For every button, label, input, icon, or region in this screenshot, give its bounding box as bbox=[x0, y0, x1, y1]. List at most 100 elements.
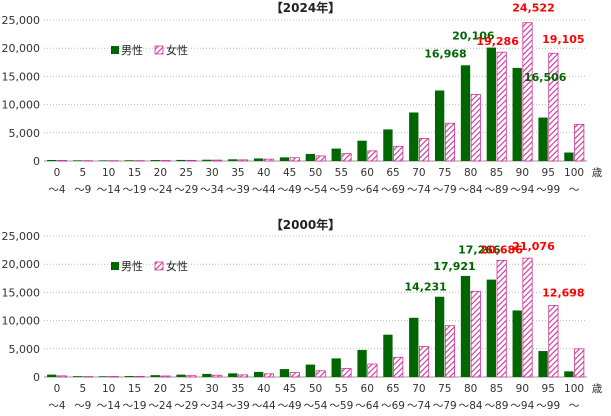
bar-male bbox=[47, 374, 57, 377]
bar-male bbox=[357, 349, 367, 377]
y-tick-label: 25,000 bbox=[2, 14, 41, 27]
bar-female bbox=[419, 138, 430, 162]
x-tick-label: 30 bbox=[205, 383, 218, 395]
x-tick-label-range: ～19 bbox=[123, 400, 147, 412]
x-tick-label-range: ～49 bbox=[278, 184, 302, 196]
bar-male bbox=[202, 159, 212, 161]
bar-male bbox=[512, 67, 522, 161]
x-tick-label: 70 bbox=[412, 383, 425, 395]
bar-male bbox=[538, 351, 548, 377]
bar-female bbox=[341, 153, 352, 162]
x-tick-label: 65 bbox=[386, 167, 399, 179]
x-tick-label-range: ～14 bbox=[97, 184, 121, 196]
y-tick-label: 0 bbox=[33, 371, 40, 384]
data-label: 14,231 bbox=[404, 281, 446, 294]
x-tick-label: 95 bbox=[542, 167, 555, 179]
x-tick-label-range: ～89 bbox=[485, 184, 509, 196]
x-tick-label-range: ～44 bbox=[252, 184, 276, 196]
x-tick-label-range: ～29 bbox=[174, 184, 198, 196]
bar-male bbox=[460, 275, 471, 377]
bar-female bbox=[160, 160, 171, 162]
bar-female bbox=[289, 157, 300, 162]
bar-female bbox=[496, 259, 507, 378]
x-tick-label: 15 bbox=[128, 383, 141, 395]
x-tick-label: 5 bbox=[79, 383, 86, 395]
x-tick-label: 70 bbox=[412, 167, 425, 179]
bar-male bbox=[150, 160, 160, 161]
x-tick-label: 80 bbox=[464, 167, 477, 179]
legend-swatch-female bbox=[154, 261, 164, 271]
x-tick-label-range: ～84 bbox=[459, 184, 483, 196]
x-tick-label-range: ～64 bbox=[355, 400, 379, 412]
bar-female bbox=[289, 372, 300, 378]
x-tick-label: 0 bbox=[54, 167, 61, 179]
data-label: 24,522 bbox=[512, 2, 554, 15]
bar-female bbox=[315, 370, 326, 378]
bar-female bbox=[186, 375, 197, 378]
bar-female bbox=[470, 94, 481, 162]
x-tick-label-range: ～79 bbox=[433, 400, 457, 412]
bar-male bbox=[305, 153, 315, 161]
bar-female bbox=[574, 123, 585, 162]
y-tick-label: 0 bbox=[33, 155, 40, 168]
x-tick-label: 75 bbox=[438, 167, 451, 179]
bar-male bbox=[98, 160, 109, 161]
x-tick-label-range: ～29 bbox=[174, 400, 198, 412]
bar-female bbox=[57, 160, 68, 162]
x-tick-label-range: ～99 bbox=[536, 400, 560, 412]
x-tick-label-range: ～94 bbox=[510, 184, 534, 196]
legend-swatch-male bbox=[111, 262, 119, 270]
x-tick-label-range: ～54 bbox=[304, 400, 328, 412]
x-tick-label: 45 bbox=[283, 167, 296, 179]
x-tick-label: 20 bbox=[154, 383, 167, 395]
bar-male bbox=[564, 371, 574, 377]
y-tick-label: 5,000 bbox=[9, 127, 41, 140]
data-label: 17,921 bbox=[433, 260, 475, 273]
x-tick-label-range: ～4 bbox=[48, 400, 65, 412]
bar-male bbox=[279, 369, 290, 377]
bar-female bbox=[548, 304, 559, 378]
x-tick-label: 55 bbox=[335, 383, 348, 395]
x-tick-label-range: ～74 bbox=[407, 184, 431, 196]
bar-female bbox=[238, 159, 249, 162]
bar-male bbox=[486, 47, 496, 162]
bar-female bbox=[419, 346, 430, 378]
bar-male bbox=[383, 334, 393, 377]
bar-female bbox=[238, 374, 249, 378]
x-tick-label: 5 bbox=[79, 167, 86, 179]
x-tick-label-range: ～9 bbox=[74, 400, 91, 412]
data-label: 16,506 bbox=[524, 71, 567, 84]
bar-female bbox=[393, 356, 404, 378]
bar-female bbox=[444, 122, 455, 162]
x-tick-label-range: ～84 bbox=[459, 400, 483, 412]
bar-male bbox=[512, 310, 522, 377]
x-tick-label: 90 bbox=[516, 383, 529, 395]
bar-female bbox=[496, 51, 507, 162]
x-tick-label: 25 bbox=[180, 167, 193, 179]
x-tick-label: 75 bbox=[438, 383, 451, 395]
x-tick-label-range: ～9 bbox=[74, 184, 91, 196]
bar-male bbox=[98, 376, 109, 377]
x-tick-label-range: ～74 bbox=[407, 400, 431, 412]
bar-female bbox=[341, 368, 352, 378]
bar-female bbox=[522, 257, 533, 378]
bar-male bbox=[124, 160, 134, 161]
x-tick-label: 35 bbox=[231, 383, 244, 395]
bar-female bbox=[160, 375, 171, 378]
y-tick-label: 5,000 bbox=[9, 343, 41, 356]
x-tick-label-range: ～89 bbox=[485, 400, 509, 412]
data-label: 17,266 bbox=[458, 244, 501, 257]
x-tick-label-range: ～54 bbox=[304, 184, 328, 196]
chart-title: 【2024年】 bbox=[271, 0, 340, 15]
legend-swatch-male bbox=[111, 46, 119, 54]
x-tick-label-range: ～59 bbox=[329, 400, 353, 412]
x-tick-label-range: ～49 bbox=[278, 400, 302, 412]
x-tick-label: 40 bbox=[257, 167, 270, 179]
y-tick-label: 15,000 bbox=[2, 286, 41, 299]
x-tick-label-range: ～24 bbox=[148, 400, 172, 412]
bar-female bbox=[108, 376, 119, 378]
x-tick-label-range: ～19 bbox=[123, 184, 147, 196]
bar-male bbox=[409, 112, 419, 161]
